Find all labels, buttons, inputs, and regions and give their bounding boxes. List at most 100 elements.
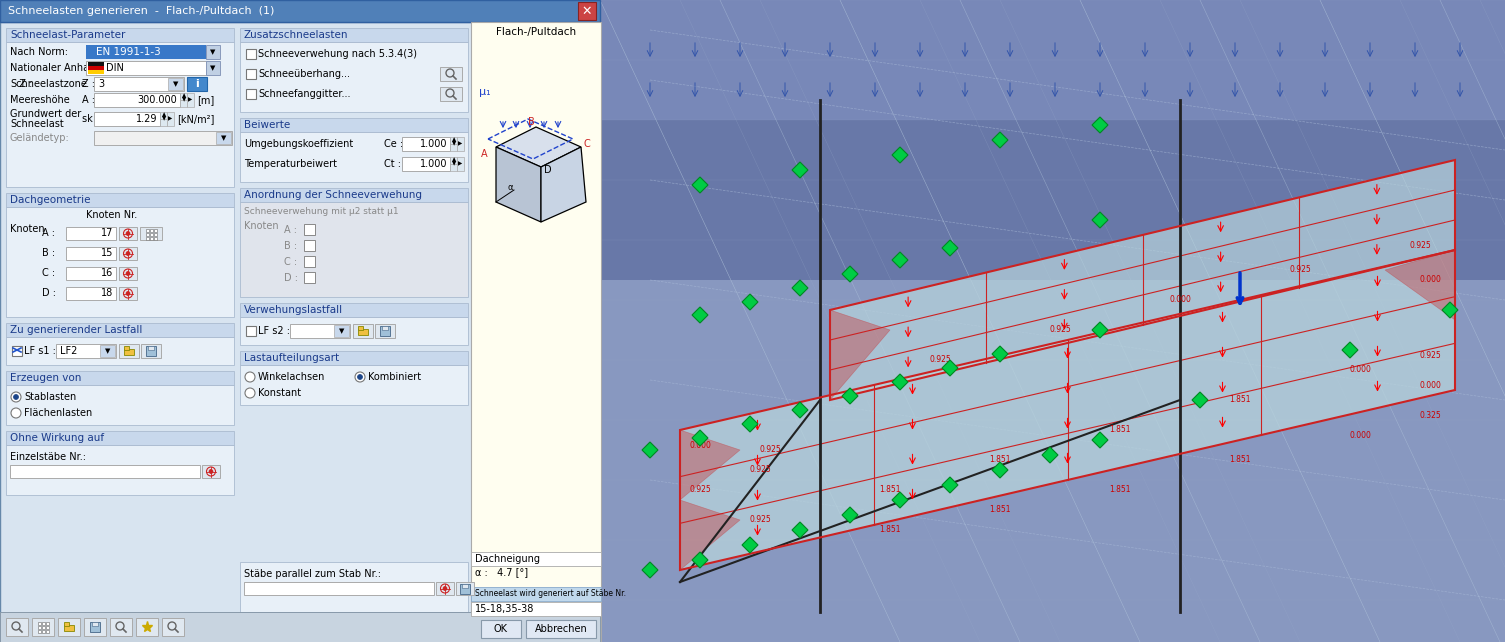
Bar — [66, 247, 116, 260]
Polygon shape — [829, 310, 889, 400]
Circle shape — [355, 372, 366, 382]
Text: Meereshöhe: Meereshöhe — [11, 95, 69, 105]
Text: Z :: Z : — [11, 79, 33, 89]
Text: A :: A : — [284, 225, 296, 235]
Bar — [123, 346, 129, 350]
Bar — [6, 42, 233, 187]
Text: Kombiniert: Kombiniert — [369, 372, 421, 382]
Bar — [482, 620, 521, 638]
Bar — [450, 137, 458, 144]
Text: LF s2 :: LF s2 : — [257, 326, 290, 336]
Text: 0.000: 0.000 — [1348, 365, 1371, 374]
Bar — [439, 67, 462, 81]
Bar — [99, 345, 114, 357]
Text: [kN/m²]: [kN/m²] — [178, 114, 214, 124]
Text: 0.925: 0.925 — [1409, 241, 1431, 250]
Bar — [450, 164, 458, 171]
Text: Knoten Nr.: Knoten Nr. — [86, 210, 137, 220]
Text: 0.000: 0.000 — [1419, 381, 1440, 390]
Bar — [600, 0, 1505, 280]
Text: 1.29: 1.29 — [135, 114, 157, 124]
Text: ▲: ▲ — [182, 94, 187, 98]
Bar — [239, 132, 468, 182]
Bar — [146, 236, 149, 239]
Bar — [32, 618, 54, 636]
Text: ▼: ▼ — [173, 81, 179, 87]
Text: 0.000: 0.000 — [689, 440, 710, 449]
Text: [m]: [m] — [197, 95, 214, 105]
Bar — [181, 93, 187, 100]
Polygon shape — [841, 507, 858, 523]
Bar — [93, 93, 181, 107]
Text: μ₁: μ₁ — [479, 87, 491, 97]
Text: LF2: LF2 — [60, 346, 77, 356]
Text: ▶: ▶ — [188, 98, 193, 103]
Polygon shape — [692, 430, 707, 446]
Polygon shape — [942, 240, 959, 256]
Bar — [119, 344, 138, 358]
Polygon shape — [892, 147, 908, 163]
Bar — [38, 626, 41, 629]
Bar — [187, 77, 208, 91]
Polygon shape — [792, 402, 808, 418]
Bar — [436, 582, 455, 595]
Text: Flächenlasten: Flächenlasten — [24, 408, 92, 418]
Bar — [6, 431, 233, 445]
Bar — [90, 622, 99, 632]
Polygon shape — [892, 492, 908, 508]
Bar — [87, 62, 104, 66]
Polygon shape — [792, 522, 808, 538]
Bar — [6, 445, 233, 495]
Text: ▼: ▼ — [211, 49, 215, 55]
Bar — [0, 0, 600, 22]
Bar — [239, 202, 468, 297]
Bar — [86, 61, 206, 75]
Text: C :: C : — [284, 257, 296, 267]
Bar — [150, 232, 154, 236]
Text: C: C — [582, 139, 590, 149]
Bar — [87, 66, 104, 70]
Bar — [600, 0, 1505, 120]
Text: i: i — [196, 79, 199, 89]
Circle shape — [245, 372, 254, 382]
Bar — [6, 618, 29, 636]
Bar — [458, 157, 464, 171]
Bar — [154, 229, 157, 232]
Bar — [65, 622, 69, 626]
Bar — [239, 351, 468, 365]
Bar — [290, 324, 351, 338]
Bar — [93, 77, 184, 91]
Polygon shape — [692, 552, 707, 568]
Text: Beiwerte: Beiwerte — [244, 120, 290, 130]
Bar — [245, 49, 256, 59]
Polygon shape — [1442, 302, 1458, 318]
Text: Dachneigung: Dachneigung — [476, 554, 540, 564]
Bar — [147, 346, 154, 350]
Text: 0.000: 0.000 — [1419, 275, 1440, 284]
Text: C :: C : — [42, 268, 56, 278]
Text: α: α — [509, 182, 513, 191]
Text: sk :: sk : — [81, 114, 99, 124]
Text: A :: A : — [81, 95, 95, 105]
Bar — [245, 69, 256, 79]
Bar — [150, 229, 154, 232]
Bar — [462, 584, 468, 587]
Bar — [86, 45, 206, 59]
Bar — [146, 232, 149, 236]
Bar — [439, 87, 462, 101]
Bar — [304, 256, 315, 267]
Bar — [334, 325, 349, 337]
Polygon shape — [692, 307, 707, 323]
Bar — [163, 618, 184, 636]
Bar — [119, 287, 137, 300]
Bar — [12, 346, 23, 356]
Text: D: D — [543, 165, 552, 175]
Text: B :: B : — [284, 241, 296, 251]
Polygon shape — [742, 416, 759, 432]
Text: 300.000: 300.000 — [137, 95, 178, 105]
Text: Abbrechen: Abbrechen — [534, 624, 587, 634]
Bar — [0, 22, 600, 642]
Bar — [141, 344, 161, 358]
Polygon shape — [792, 280, 808, 296]
Text: 3: 3 — [98, 79, 104, 89]
